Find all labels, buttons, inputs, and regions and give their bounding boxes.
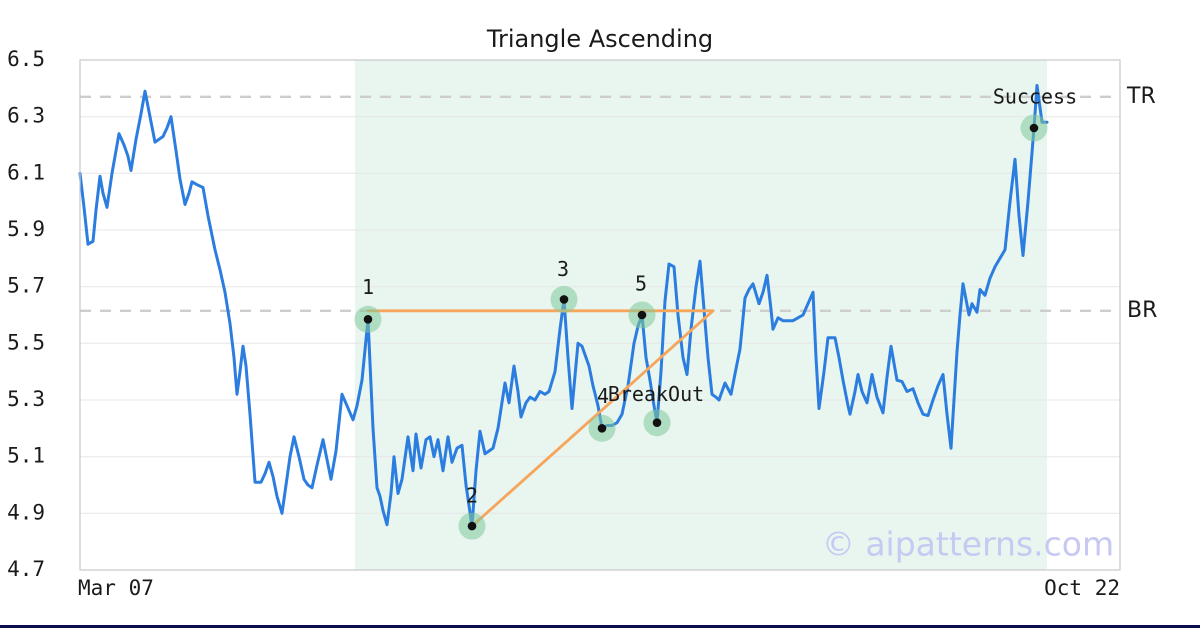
x-tick-label-start: Mar 07: [78, 576, 154, 600]
chart-title: Triangle Ascending: [486, 25, 713, 53]
annotation-breakout: BreakOut: [608, 382, 704, 406]
pattern-shaded-region: [355, 60, 1047, 570]
trendline-2: [470, 309, 715, 528]
price-polyline: [78, 84, 1049, 528]
triangle-trendlines: [366, 309, 715, 528]
plot-border: [79, 59, 1121, 571]
y-tick-label: 6.1: [7, 160, 45, 184]
annotation-3: 3: [557, 257, 569, 281]
pattern-annotations: 1 2 3 4 5 BreakOut Success: [362, 85, 1077, 508]
marker-dot: [363, 315, 373, 324]
marker-dot: [1029, 123, 1039, 133]
y-tick-label: 4.9: [7, 500, 45, 524]
plot-border-rect: [79, 59, 1121, 571]
marker-dot: [559, 295, 569, 304]
marker-dot: [637, 310, 647, 320]
y-tick-label: 5.1: [7, 444, 45, 468]
annotation-4: 4: [597, 384, 609, 408]
annotation-5: 5: [635, 272, 647, 296]
annotation-2: 2: [466, 484, 478, 508]
level-label-tr: TR: [1126, 84, 1156, 109]
x-tick-label-end: Oct 22: [1044, 576, 1120, 600]
y-tick-label: 5.7: [7, 274, 45, 298]
pattern-region-rect: [355, 60, 1047, 570]
marker-dot: [652, 418, 662, 428]
level-label-br: BR: [1127, 298, 1157, 323]
marker-dot: [597, 424, 607, 433]
watermark: © aipatterns.com: [822, 525, 1114, 564]
y-tick-label: 5.9: [7, 217, 45, 241]
y-tick-label: 5.5: [7, 330, 45, 354]
price-line: [78, 84, 1049, 528]
pattern-markers: [354, 114, 1048, 540]
y-tick-label: 6.3: [7, 104, 45, 128]
annotation-1: 1: [362, 275, 374, 299]
y-tick-label: 6.5: [7, 47, 45, 71]
axis-tick-labels: 6.5 6.3 6.1 5.9 5.7 5.5 5.3 5.1 4.9 4.7 Mar 07 Oct …: [7, 47, 1120, 600]
annotation-success: Success: [993, 85, 1077, 109]
bottom-border-bar: [0, 625, 1200, 628]
y-tick-label: 5.3: [7, 387, 45, 411]
marker-dot: [467, 521, 477, 531]
y-tick-label: 4.7: [7, 557, 45, 581]
